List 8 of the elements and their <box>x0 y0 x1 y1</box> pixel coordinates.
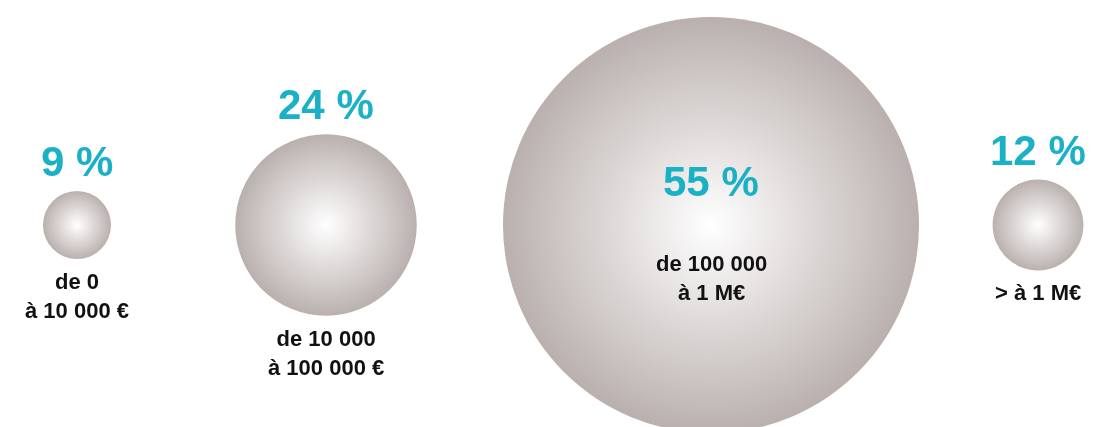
data-label: 55 % <box>663 158 759 205</box>
category-label: de 0 à 10 000 € <box>25 269 129 323</box>
category-label: > à 1 M€ <box>995 280 1082 305</box>
data-label: 9 % <box>41 138 114 185</box>
category-label: de 100 000 à 1 M€ <box>656 251 768 305</box>
data-label: 12 % <box>990 127 1086 174</box>
category-label: de 10 000 à 100 000 € <box>268 326 385 380</box>
data-label: 24 % <box>278 81 374 128</box>
